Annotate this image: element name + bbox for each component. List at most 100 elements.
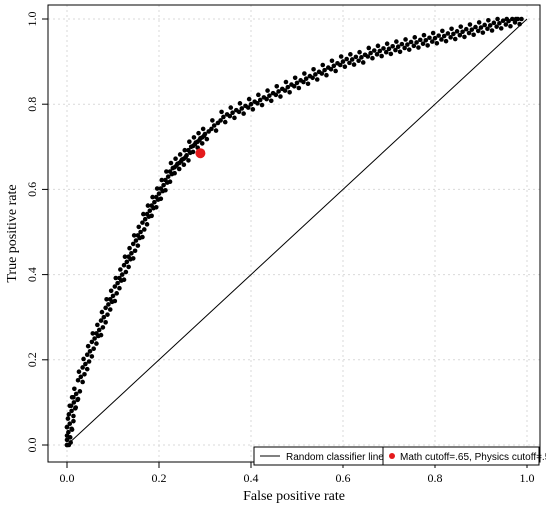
roc-point bbox=[107, 307, 113, 312]
plot-frame bbox=[47, 4, 541, 463]
roc-point bbox=[344, 56, 349, 62]
roc-point bbox=[124, 259, 130, 265]
roc-point bbox=[375, 43, 381, 49]
roc-point bbox=[91, 346, 96, 352]
y-axis-label: True positive rate bbox=[5, 184, 20, 282]
roc-point bbox=[172, 164, 177, 170]
roc-point bbox=[89, 354, 95, 359]
roc-point bbox=[441, 33, 447, 39]
roc-point bbox=[425, 43, 430, 48]
roc-point bbox=[310, 75, 315, 81]
roc-point bbox=[498, 26, 504, 31]
roc-point bbox=[123, 269, 129, 275]
roc-point bbox=[181, 156, 187, 162]
roc-point bbox=[204, 136, 210, 142]
roc-point bbox=[176, 166, 182, 172]
roc-point bbox=[115, 280, 120, 286]
roc-point bbox=[420, 41, 426, 47]
roc-point bbox=[463, 26, 469, 32]
roc-point bbox=[68, 403, 74, 409]
roc-point bbox=[443, 38, 449, 44]
roc-point bbox=[104, 297, 109, 302]
roc-point bbox=[84, 352, 90, 357]
roc-point bbox=[126, 264, 131, 270]
roc-point bbox=[338, 54, 344, 59]
roc-point bbox=[349, 57, 355, 62]
roc-point bbox=[292, 75, 298, 81]
roc-point bbox=[478, 25, 484, 30]
roc-point bbox=[405, 42, 410, 47]
roc-point bbox=[454, 29, 460, 34]
roc-point bbox=[408, 39, 414, 45]
roc-point bbox=[84, 366, 90, 372]
roc-point bbox=[386, 46, 392, 52]
x-tick-label: 0.6 bbox=[336, 471, 351, 485]
roc-point bbox=[191, 135, 197, 140]
roc-point bbox=[500, 18, 506, 24]
legend-entry-random-classifier: Random classifier line bbox=[286, 452, 384, 463]
roc-point bbox=[384, 41, 390, 47]
roc-point bbox=[64, 424, 70, 430]
roc-point bbox=[113, 275, 119, 281]
roc-point bbox=[152, 199, 157, 205]
roc-point bbox=[129, 251, 134, 256]
roc-point bbox=[394, 39, 399, 44]
roc-point bbox=[302, 71, 307, 76]
roc-point bbox=[68, 440, 73, 445]
roc-point bbox=[451, 31, 456, 37]
roc-point bbox=[471, 32, 476, 38]
roc-point bbox=[117, 275, 122, 281]
roc-point bbox=[182, 147, 188, 153]
roc-point bbox=[69, 426, 74, 432]
roc-point bbox=[107, 297, 113, 302]
roc-point bbox=[218, 118, 223, 123]
roc-point bbox=[278, 94, 283, 99]
roc-point bbox=[71, 400, 77, 405]
roc-point bbox=[377, 48, 383, 54]
roc-point bbox=[390, 43, 395, 49]
roc-point bbox=[434, 40, 440, 46]
roc-point bbox=[393, 47, 398, 53]
roc-point bbox=[236, 109, 242, 115]
roc-point bbox=[331, 63, 337, 69]
roc-point bbox=[395, 44, 401, 49]
roc-point bbox=[379, 53, 384, 59]
roc-point bbox=[265, 88, 270, 93]
roc-point bbox=[406, 47, 412, 52]
roc-point bbox=[287, 89, 292, 95]
roc-point bbox=[232, 115, 237, 121]
roc-point bbox=[83, 361, 88, 367]
roc-point bbox=[80, 365, 85, 370]
roc-point bbox=[149, 213, 154, 219]
roc-point bbox=[494, 24, 499, 29]
legend-point-swatch bbox=[389, 453, 395, 459]
roc-point bbox=[89, 339, 95, 345]
x-tick-label: 1.0 bbox=[520, 471, 535, 485]
roc-point bbox=[71, 413, 76, 419]
roc-point bbox=[473, 24, 478, 30]
roc-point bbox=[322, 67, 327, 73]
roc-point bbox=[64, 437, 70, 443]
roc-point bbox=[489, 28, 495, 33]
roc-point bbox=[75, 377, 81, 383]
roc-point bbox=[460, 29, 465, 35]
roc-point bbox=[313, 72, 318, 77]
roc-point bbox=[337, 62, 343, 68]
roc-point bbox=[158, 196, 164, 202]
roc-point bbox=[328, 66, 334, 72]
roc-point bbox=[512, 20, 518, 25]
roc-point bbox=[359, 55, 364, 60]
roc-point bbox=[153, 204, 159, 210]
roc-point bbox=[76, 369, 82, 375]
roc-point bbox=[118, 267, 123, 272]
roc-point bbox=[117, 285, 122, 291]
highlight-point-layer bbox=[195, 148, 206, 159]
roc-point bbox=[153, 194, 159, 200]
roc-point bbox=[333, 68, 338, 74]
roc-point bbox=[219, 109, 224, 115]
roc-point bbox=[495, 16, 500, 22]
x-tick-label: 0.8 bbox=[428, 471, 443, 485]
roc-point bbox=[141, 227, 147, 232]
roc-point bbox=[273, 92, 279, 98]
